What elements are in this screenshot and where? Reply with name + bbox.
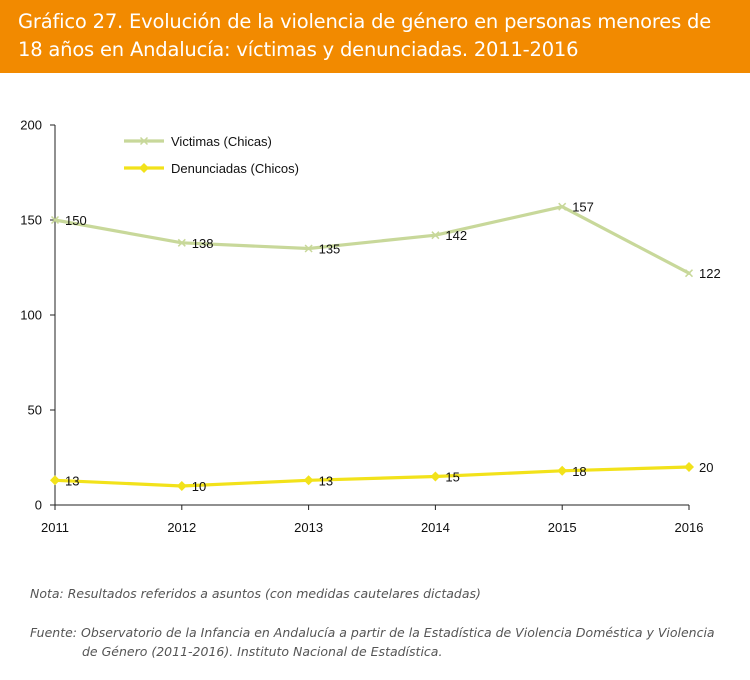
legend-label: Denunciadas (Chicos) (171, 161, 299, 176)
y-tick-label: 100 (20, 308, 42, 323)
chart-legend: Victimas (Chicas) Denunciadas (Chicos) (124, 134, 299, 176)
chart-note: Nota: Resultados referidos a asuntos (co… (30, 586, 481, 601)
y-tick-label: 0 (35, 498, 42, 513)
data-label: 13 (65, 473, 79, 488)
data-point-marker (50, 475, 60, 486)
data-label: 138 (192, 236, 214, 251)
data-label: 135 (319, 242, 341, 257)
y-tick-label: 150 (20, 213, 42, 228)
legend-label: Victimas (Chicas) (171, 134, 272, 149)
y-tick-label: 50 (28, 403, 42, 418)
x-tick-label: 2011 (41, 520, 69, 535)
series-line (53, 205, 691, 275)
chart-title: Gráfico 27. Evolución de la violencia de… (18, 10, 712, 61)
series-line (53, 465, 691, 488)
data-point-marker (139, 136, 149, 146)
data-point-marker (50, 215, 60, 225)
x-tick-label: 2016 (675, 520, 704, 535)
data-label: 20 (699, 460, 713, 475)
data-point-marker (304, 244, 313, 253)
series-denunciadas: 13 10 13 15 18 20 (50, 460, 713, 494)
x-tick-label: 2014 (421, 520, 450, 535)
data-label: 157 (572, 200, 594, 215)
data-point-marker (177, 238, 186, 247)
data-point-marker (139, 163, 149, 173)
data-point-marker (431, 231, 440, 240)
chart-source: Fuente: Observatorio de la Infancia en A… (30, 625, 715, 659)
data-label: 18 (572, 464, 586, 479)
chart-header: Gráfico 27. Evolución de la violencia de… (0, 0, 750, 73)
x-tick-label: 2012 (167, 520, 196, 535)
x-tick-label: 2013 (294, 520, 323, 535)
data-label: 15 (445, 470, 459, 485)
data-label: 122 (699, 266, 721, 281)
series-victimas: 150 138 135 142 157 122 (50, 200, 721, 281)
series-layer: 150 138 135 142 157 122 13 10 13 15 18 20 (50, 200, 721, 494)
data-point-marker (684, 269, 694, 278)
y-tick-label: 200 (20, 118, 42, 133)
data-point-marker (684, 462, 694, 472)
legend-item: Denunciadas (Chicos) (124, 161, 299, 176)
data-label: 13 (319, 473, 333, 488)
data-label: 150 (65, 213, 87, 228)
chart-axes: 0 50 100 150 200 2011 2012 2013 2014 2015 2016 (20, 118, 703, 536)
x-tick-label: 2015 (548, 520, 577, 535)
data-label: 142 (445, 228, 467, 243)
legend-item: Victimas (Chicas) (124, 134, 272, 149)
data-label: 10 (192, 479, 206, 494)
data-point-marker (557, 465, 568, 476)
data-point-marker (430, 471, 441, 482)
data-point-marker (176, 481, 187, 491)
data-point-marker (558, 202, 567, 211)
data-point-marker (303, 475, 314, 486)
